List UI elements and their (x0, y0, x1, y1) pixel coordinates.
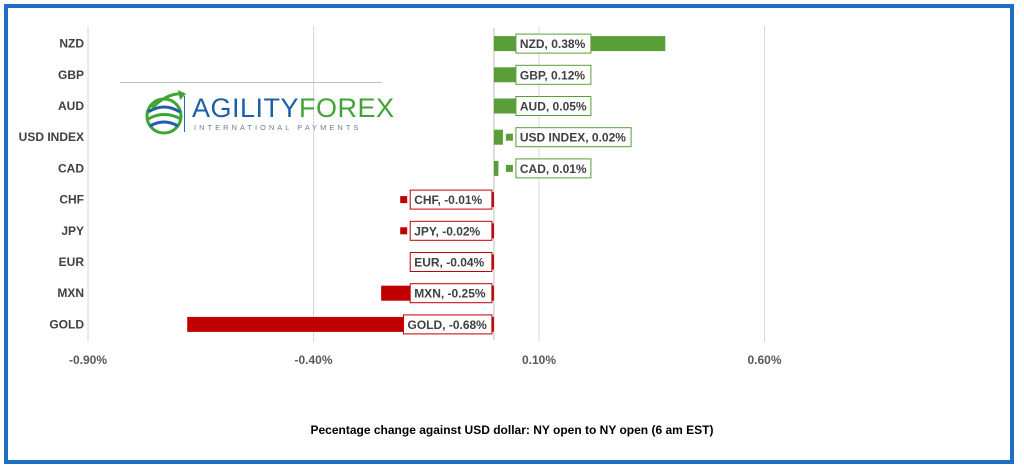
data-label-box (515, 64, 592, 85)
data-label-text: USD INDEX, 0.02% (520, 131, 626, 145)
data-label-box (409, 252, 493, 272)
data-label-text: GOLD, -0.68% (408, 318, 488, 332)
x-tick-label: 0.60% (747, 353, 781, 367)
data-label-text: JPY, -0.02% (414, 224, 480, 238)
data-label: USD INDEX, 0.02% (505, 127, 632, 148)
x-tick-label: -0.90% (69, 353, 107, 367)
category-labels: NZD GBP AUD USD INDEX CAD CHF JPY EUR MXN GOLD (19, 37, 85, 332)
data-label-box (515, 127, 632, 148)
category-label: GOLD (49, 317, 84, 331)
legend-key-icon (400, 227, 408, 235)
logo-tagline: INTERNATIONAL PAYMENTS (194, 123, 362, 132)
logo-wordmark-accent: FOREX (299, 93, 395, 123)
category-label: MXN (57, 286, 84, 300)
x-axis-caption: Pecentage change against USD dollar: NY … (310, 423, 714, 437)
data-label-box (409, 220, 493, 241)
bar (493, 160, 499, 176)
data-labels: NZD, 0.38% GBP, 0.12% AUD, 0.05% USD INDEX,… (400, 33, 632, 335)
data-label-box (403, 314, 493, 335)
data-label-box (515, 96, 592, 116)
data-label-box (409, 189, 493, 210)
category-label: JPY (61, 224, 84, 238)
data-label: AUD, 0.05% (515, 96, 592, 116)
data-label-text: NZD, 0.38% (520, 37, 586, 51)
data-label-text: AUD, 0.05% (520, 100, 587, 114)
x-tick-label: -0.40% (294, 353, 332, 367)
category-label: USD INDEX (19, 130, 84, 144)
data-label-text: EUR, -0.04% (414, 256, 484, 270)
data-label: NZD, 0.38% (515, 33, 592, 54)
category-label: CAD (58, 161, 84, 175)
category-label: GBP (58, 68, 84, 82)
logo-separator (184, 96, 185, 132)
category-label: CHF (59, 193, 84, 207)
data-label-text: GBP, 0.12% (520, 68, 585, 82)
data-label: EUR, -0.04% (409, 252, 493, 272)
legend-key-icon (505, 164, 513, 172)
category-label: AUD (58, 99, 84, 113)
legend-key-icon (400, 196, 408, 204)
logo-wordmark: AGILITYFOREX (192, 94, 395, 122)
category-label: NZD (59, 37, 84, 51)
data-label: GOLD, -0.68% (403, 314, 493, 335)
data-label-box (515, 158, 592, 179)
data-label: MXN, -0.25% (409, 283, 493, 304)
data-label-text: CHF, -0.01% (414, 193, 482, 207)
x-tick-label: 0.10% (522, 353, 556, 367)
data-label: JPY, -0.02% (400, 220, 493, 241)
bar (493, 129, 503, 145)
legend-key-icon (505, 133, 513, 141)
globe-arrow-icon (145, 90, 186, 135)
data-label-box (515, 33, 592, 54)
data-label: CHF, -0.01% (400, 189, 493, 210)
data-label: GBP, 0.12% (515, 64, 592, 85)
category-label: EUR (59, 255, 85, 269)
data-label-box (409, 283, 493, 304)
data-label: CAD, 0.01% (505, 158, 592, 179)
bar (493, 98, 517, 114)
data-label-text: CAD, 0.01% (520, 162, 587, 176)
logo-wordmark-main: AGILITY (192, 93, 300, 123)
data-label-text: MXN, -0.25% (414, 287, 486, 301)
x-tick-labels: -0.90% -0.40% 0.10% 0.60% (69, 353, 782, 367)
logo-divider (120, 82, 382, 83)
company-logo: AGILITYFOREX INTERNATIONAL PAYMENTS (120, 82, 394, 144)
